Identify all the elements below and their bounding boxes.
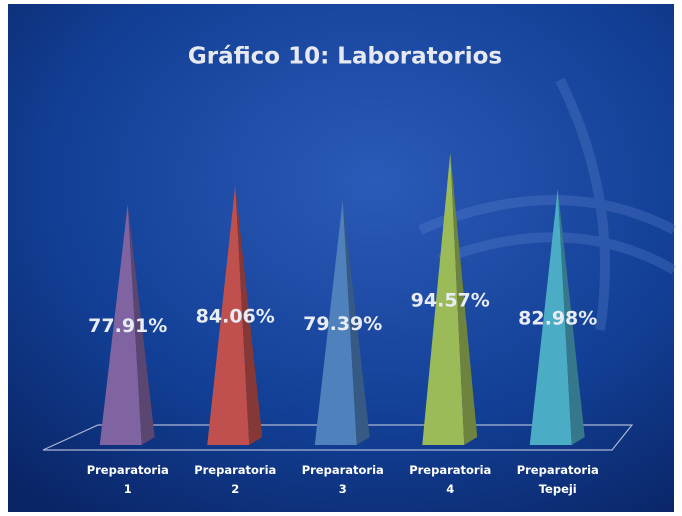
value-label: 94.57% [411, 289, 490, 311]
value-label: 82.98% [518, 307, 597, 329]
pyramid [207, 185, 263, 446]
x-tick-label: Preparatoria 4 [409, 463, 492, 496]
pyramid-side [557, 188, 585, 445]
pyramid [422, 152, 478, 446]
chart-title: Gráfico 10: Laboratorios [188, 44, 502, 70]
value-label: 84.06% [196, 306, 275, 328]
pyramid-side [127, 204, 155, 445]
x-tick-label: Preparatoria 2 [194, 463, 277, 496]
pyramid-side [450, 152, 478, 446]
pyramid-side [342, 199, 370, 445]
pyramid [314, 199, 370, 445]
pyramid-side [235, 185, 263, 446]
x-tick-label: Preparatoria Tepeji [516, 463, 599, 496]
x-tick-label: Preparatoria 3 [301, 463, 384, 496]
pyramid [529, 188, 585, 445]
pyramid [99, 204, 155, 445]
value-label: 77.91% [88, 315, 167, 337]
value-label: 79.39% [303, 313, 382, 335]
x-tick-label: Preparatoria 1 [86, 463, 169, 496]
